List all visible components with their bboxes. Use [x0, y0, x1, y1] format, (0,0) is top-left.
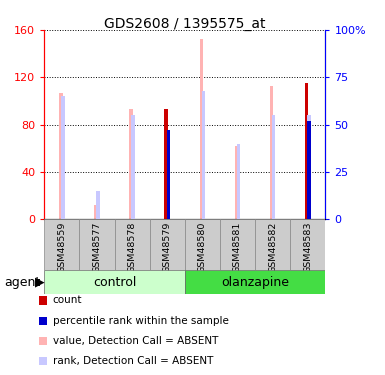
Text: GSM48559: GSM48559: [57, 222, 66, 273]
Text: control: control: [93, 276, 136, 289]
FancyBboxPatch shape: [185, 270, 325, 294]
Bar: [307, 121, 311, 219]
Bar: [237, 144, 240, 219]
Bar: [59, 93, 62, 219]
Bar: [94, 205, 98, 219]
Text: percentile rank within the sample: percentile rank within the sample: [53, 316, 229, 326]
Bar: [272, 115, 275, 219]
Bar: [164, 109, 168, 219]
Text: GSM48579: GSM48579: [163, 222, 172, 273]
FancyBboxPatch shape: [79, 219, 115, 270]
FancyBboxPatch shape: [220, 219, 255, 270]
Text: count: count: [53, 296, 82, 305]
Bar: [61, 96, 65, 219]
Text: GSM48577: GSM48577: [92, 222, 102, 273]
Text: value, Detection Call = ABSENT: value, Detection Call = ABSENT: [53, 336, 218, 346]
Bar: [305, 83, 308, 219]
FancyBboxPatch shape: [44, 270, 185, 294]
FancyBboxPatch shape: [290, 219, 325, 270]
Text: GSM48580: GSM48580: [198, 222, 207, 273]
FancyBboxPatch shape: [185, 219, 220, 270]
FancyBboxPatch shape: [115, 219, 150, 270]
Text: GSM48578: GSM48578: [127, 222, 137, 273]
Bar: [167, 130, 170, 219]
Bar: [199, 39, 203, 219]
Bar: [235, 146, 238, 219]
FancyBboxPatch shape: [255, 219, 290, 270]
Bar: [129, 109, 133, 219]
Bar: [131, 115, 135, 219]
Bar: [307, 115, 311, 219]
Text: GSM48581: GSM48581: [233, 222, 242, 273]
Text: rank, Detection Call = ABSENT: rank, Detection Call = ABSENT: [53, 356, 213, 366]
FancyBboxPatch shape: [150, 219, 185, 270]
FancyBboxPatch shape: [44, 219, 79, 270]
Text: ▶: ▶: [35, 276, 45, 289]
Bar: [270, 86, 273, 219]
Text: agent: agent: [4, 276, 40, 289]
Text: GSM48583: GSM48583: [303, 222, 312, 273]
Text: GDS2608 / 1395575_at: GDS2608 / 1395575_at: [104, 17, 266, 31]
Text: olanzapine: olanzapine: [221, 276, 289, 289]
Bar: [202, 91, 205, 219]
Text: GSM48582: GSM48582: [268, 222, 277, 273]
Bar: [96, 191, 100, 219]
